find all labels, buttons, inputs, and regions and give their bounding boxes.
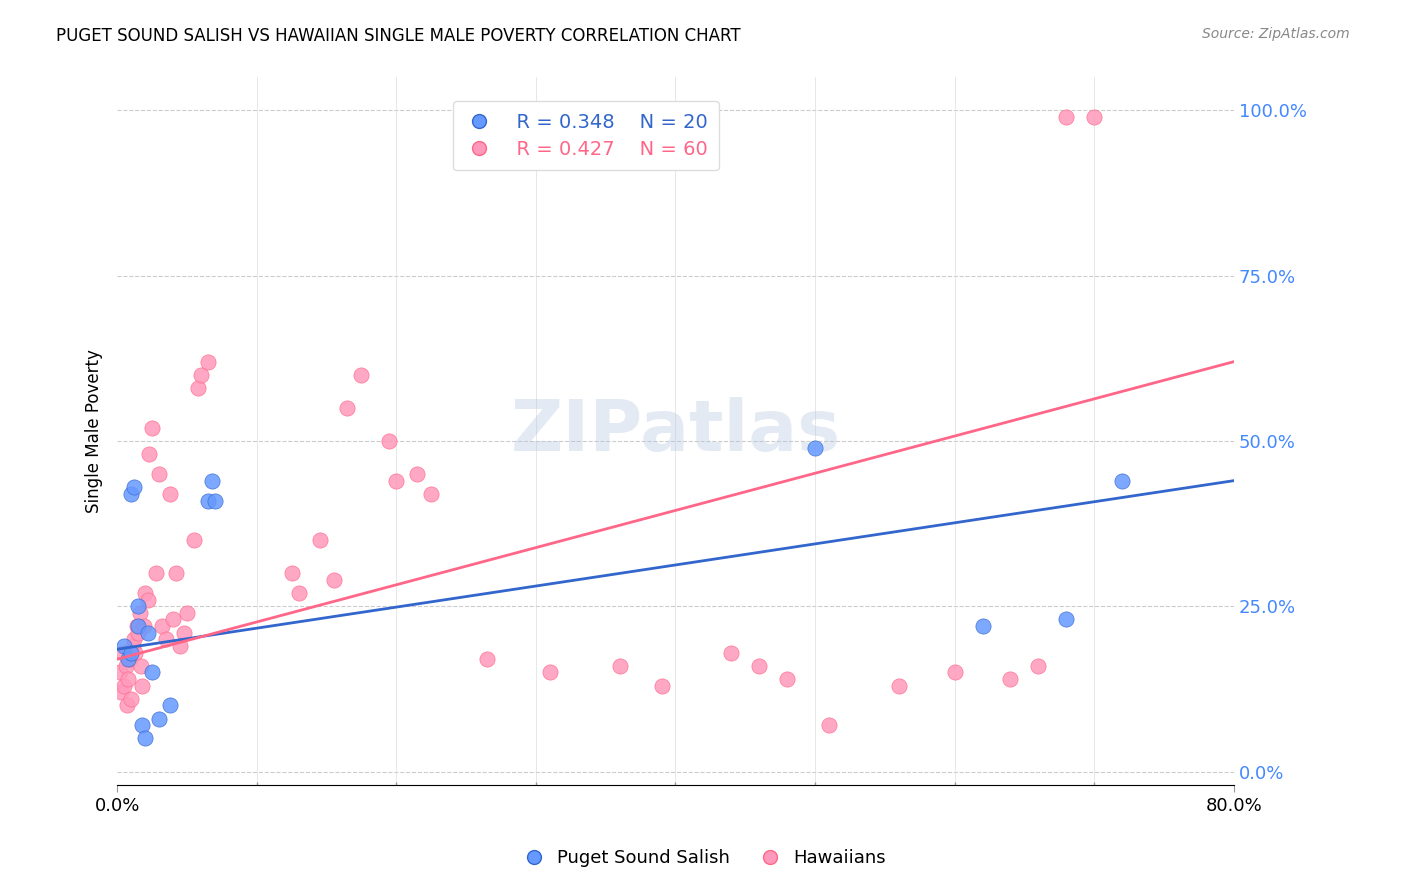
Legend: Puget Sound Salish, Hawaiians: Puget Sound Salish, Hawaiians [513,842,893,874]
Point [159,487,181,501]
Point [187,381,209,395]
Point [159,698,181,713]
Point [183,533,205,548]
Point [748,658,770,673]
Point [165,566,187,581]
Point [150,619,173,633]
Y-axis label: Single Male Poverty: Single Male Poverty [86,349,103,513]
Point [720,646,742,660]
Point [162,613,184,627]
Point [120,691,142,706]
Point [538,665,561,680]
Point [117,672,139,686]
Point [127,599,149,614]
Point [609,658,631,673]
Point [972,619,994,633]
Point [818,718,841,732]
Point [112,639,135,653]
Point [322,573,344,587]
Point [134,731,156,746]
Point [141,665,163,680]
Point [385,474,408,488]
Point [336,401,359,415]
Point [1000,672,1022,686]
Text: ZIPatlas: ZIPatlas [510,397,841,466]
Point [1028,658,1050,673]
Point [117,652,139,666]
Point [114,658,136,673]
Point [169,639,191,653]
Point [127,625,149,640]
Point [115,698,138,713]
Point [943,665,966,680]
Point [651,679,673,693]
Point [776,672,799,686]
Point [204,493,226,508]
Point [280,566,302,581]
Legend:   R = 0.348    N = 20,   R = 0.427    N = 60: R = 0.348 N = 20, R = 0.427 N = 60 [453,102,718,170]
Point [406,467,429,481]
Point [136,592,159,607]
Point [110,685,132,699]
Point [378,434,401,448]
Point [141,421,163,435]
Point [148,467,170,481]
Point [120,487,142,501]
Point [1054,110,1077,124]
Point [108,665,131,680]
Point [197,354,219,368]
Point [1111,474,1133,488]
Point [125,619,148,633]
Point [1054,613,1077,627]
Point [804,441,827,455]
Point [121,639,143,653]
Point [120,646,142,660]
Text: Source: ZipAtlas.com: Source: ZipAtlas.com [1202,27,1350,41]
Point [145,566,167,581]
Point [122,632,145,647]
Point [127,619,149,633]
Point [197,493,219,508]
Point [155,632,177,647]
Point [887,679,910,693]
Point [475,652,498,666]
Point [190,368,212,382]
Point [350,368,373,382]
Point [122,480,145,494]
Point [136,625,159,640]
Point [111,646,134,660]
Point [112,679,135,693]
Point [132,619,155,633]
Point [118,652,141,666]
Point [287,586,309,600]
Point [131,718,153,732]
Point [308,533,330,548]
Point [131,679,153,693]
Point [129,658,152,673]
Point [134,586,156,600]
Point [124,646,146,660]
Text: PUGET SOUND SALISH VS HAWAIIAN SINGLE MALE POVERTY CORRELATION CHART: PUGET SOUND SALISH VS HAWAIIAN SINGLE MA… [56,27,741,45]
Point [176,606,198,620]
Point [128,606,150,620]
Point [1083,110,1105,124]
Point [420,487,443,501]
Point [173,625,195,640]
Point [201,474,224,488]
Point [148,712,170,726]
Point [138,447,160,461]
